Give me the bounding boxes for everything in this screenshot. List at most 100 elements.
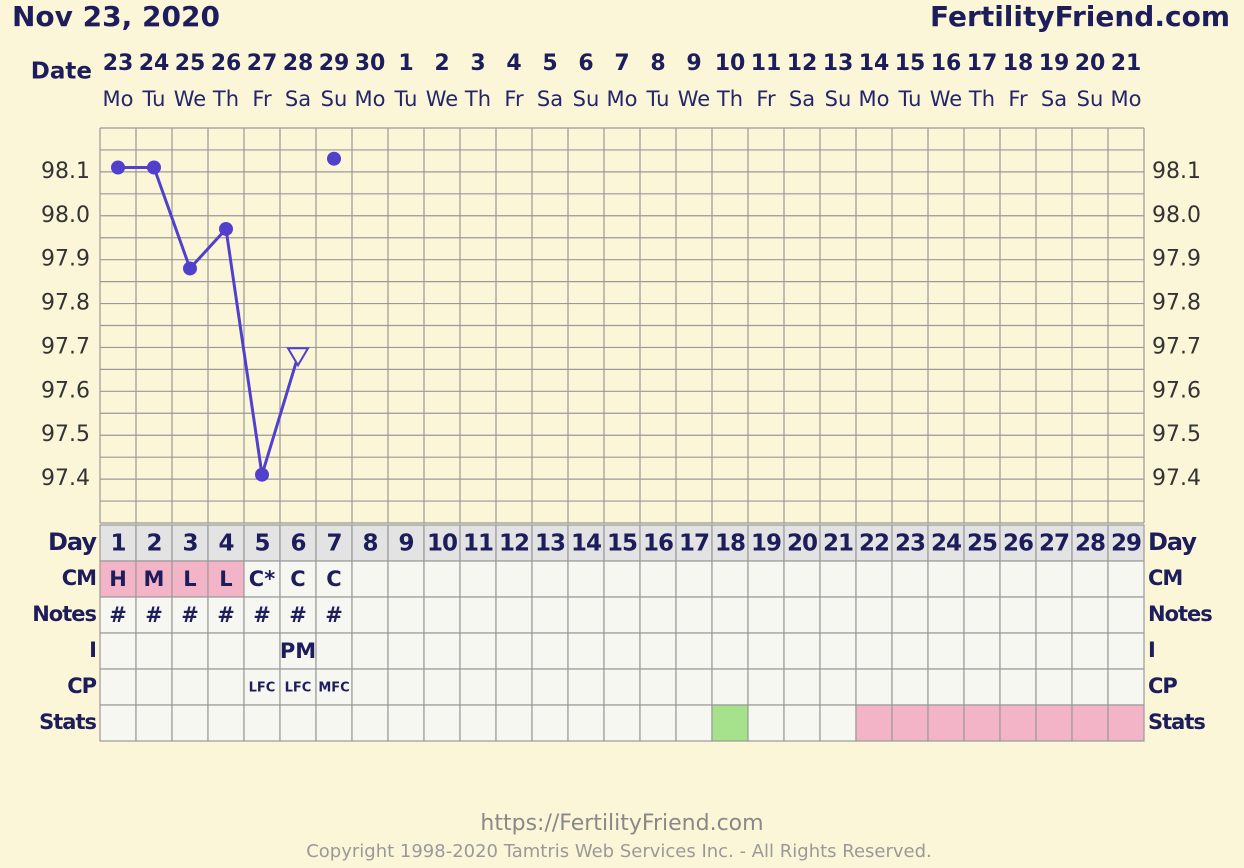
table-cell	[567, 524, 605, 562]
temp-marker-open	[286, 347, 310, 368]
table-cell	[675, 668, 713, 706]
cell-text: #	[289, 603, 307, 627]
cell-text: #	[217, 603, 235, 627]
table-cell	[1107, 704, 1145, 742]
date-label: 18	[1003, 51, 1034, 76]
table-cell	[999, 632, 1037, 670]
row-label: Notes	[32, 602, 96, 626]
cell-text: 20	[787, 531, 817, 557]
table-cell	[423, 524, 461, 562]
table-cell	[927, 560, 965, 598]
date-label: 27	[247, 51, 278, 76]
table-cell	[459, 560, 497, 598]
date-label: 28	[283, 51, 314, 76]
cell-text: 17	[679, 531, 709, 557]
table-cell	[711, 668, 749, 706]
table-cell	[999, 596, 1037, 634]
table-cell	[639, 704, 677, 742]
table-cell	[459, 704, 497, 742]
table-cell	[999, 704, 1037, 742]
cell-text: 23	[895, 531, 925, 557]
table-cell	[99, 668, 137, 706]
weekday-label: Mo	[607, 87, 638, 111]
table-cell	[819, 560, 857, 598]
cell-text: 14	[571, 531, 601, 557]
table-cell	[315, 704, 353, 742]
weekday-label: Su	[825, 87, 852, 111]
row-label-right: I	[1148, 638, 1155, 662]
weekday-label: Fr	[1008, 87, 1028, 111]
weekday-label: Fr	[756, 87, 776, 111]
table-cell	[639, 668, 677, 706]
table-cell	[783, 524, 821, 562]
cell-text: 28	[1075, 531, 1105, 557]
table-cell	[207, 524, 245, 562]
table-cell	[819, 668, 857, 706]
table-cell	[567, 596, 605, 634]
table-cell	[207, 668, 245, 706]
cell-text: #	[253, 603, 271, 627]
table-cell	[1107, 560, 1145, 598]
cell-text: 3	[182, 531, 197, 557]
cell-text: 12	[499, 531, 529, 557]
table-cell	[603, 524, 641, 562]
y-tick-label: 97.5	[41, 422, 90, 447]
table-cell	[135, 668, 173, 706]
date-label: Date	[31, 59, 92, 85]
date-label: 3	[470, 51, 485, 76]
cell-text: 18	[715, 531, 745, 557]
cell-text: LFC	[249, 681, 276, 696]
table-cell	[315, 632, 353, 670]
table-cell	[963, 632, 1001, 670]
date-label: 21	[1111, 51, 1142, 76]
table-cell	[171, 704, 209, 742]
table-cell	[639, 632, 677, 670]
table-cell	[747, 560, 785, 598]
cell-text: M	[144, 567, 165, 591]
table-cell	[927, 704, 965, 742]
cell-text: PM	[280, 639, 316, 663]
date-label: 13	[823, 51, 854, 76]
cell-text: 15	[607, 531, 637, 557]
y-tick-label: 97.9	[41, 247, 90, 272]
table-cell	[351, 524, 389, 562]
cell-text: #	[325, 603, 343, 627]
weekday-label: We	[174, 87, 206, 111]
table-cell	[279, 668, 317, 706]
cell-text: 13	[535, 531, 565, 557]
table-cell	[747, 668, 785, 706]
y-tick-label-right: 97.6	[1152, 378, 1201, 403]
weekday-label: Th	[716, 87, 743, 111]
cell-text: L	[219, 567, 232, 591]
weekday-label: We	[426, 87, 458, 111]
table-cell	[459, 632, 497, 670]
table-cell	[783, 632, 821, 670]
cell-text: 1	[110, 531, 125, 557]
y-tick-label-right: 97.8	[1152, 291, 1201, 316]
row-label-right: Stats	[1148, 710, 1205, 734]
table-cell	[99, 704, 137, 742]
date-label: 10	[715, 51, 746, 76]
date-label: 19	[1039, 51, 1070, 76]
table-cell	[675, 560, 713, 598]
table-cell	[675, 632, 713, 670]
weekday-label: Su	[1077, 87, 1104, 111]
table-cell	[963, 668, 1001, 706]
table-cell	[1071, 704, 1109, 742]
temp-marker	[111, 160, 125, 175]
table-cell	[279, 560, 317, 598]
table-cell	[1071, 668, 1109, 706]
table-cell	[279, 704, 317, 742]
weekday-label: Tu	[394, 87, 418, 111]
cell-text: MFC	[318, 681, 349, 696]
table-cell	[675, 596, 713, 634]
table-cell	[1071, 632, 1109, 670]
table-cell	[207, 704, 245, 742]
table-cell	[999, 560, 1037, 598]
table-cell	[531, 668, 569, 706]
table-cell	[675, 704, 713, 742]
table-cell	[567, 704, 605, 742]
weekday-label: Mo	[1111, 87, 1142, 111]
table-cell	[603, 632, 641, 670]
table-cell	[135, 704, 173, 742]
